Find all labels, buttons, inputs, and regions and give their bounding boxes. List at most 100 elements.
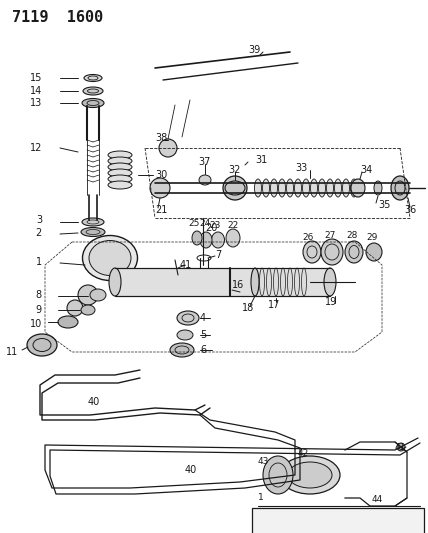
Ellipse shape	[273, 268, 279, 296]
Ellipse shape	[327, 179, 333, 197]
Text: 32: 32	[228, 165, 241, 175]
Ellipse shape	[351, 179, 357, 197]
Text: 13: 13	[30, 98, 42, 108]
Text: 16: 16	[232, 280, 244, 290]
Ellipse shape	[177, 311, 199, 325]
Ellipse shape	[267, 268, 271, 296]
Ellipse shape	[279, 179, 285, 197]
Ellipse shape	[259, 268, 265, 296]
Ellipse shape	[226, 229, 240, 247]
Ellipse shape	[108, 175, 132, 183]
Text: 12: 12	[30, 143, 42, 153]
Ellipse shape	[255, 179, 262, 197]
Ellipse shape	[83, 236, 137, 280]
Text: 41: 41	[180, 260, 192, 270]
Ellipse shape	[335, 179, 342, 197]
Text: 38: 38	[155, 133, 167, 143]
Text: 44: 44	[372, 496, 383, 505]
Ellipse shape	[177, 330, 193, 340]
Text: 10: 10	[30, 319, 42, 329]
Text: 39: 39	[248, 45, 260, 55]
Ellipse shape	[262, 179, 270, 197]
Ellipse shape	[342, 179, 350, 197]
Text: 21: 21	[155, 205, 167, 215]
Ellipse shape	[108, 181, 132, 189]
Ellipse shape	[251, 268, 259, 296]
Circle shape	[78, 285, 98, 305]
Text: 41: 41	[395, 443, 406, 453]
Text: 17: 17	[268, 300, 280, 310]
Text: 42: 42	[298, 448, 309, 457]
Ellipse shape	[366, 243, 382, 261]
Text: 34: 34	[360, 165, 372, 175]
Text: 14: 14	[30, 86, 42, 96]
Circle shape	[223, 176, 247, 200]
Ellipse shape	[288, 268, 292, 296]
Ellipse shape	[310, 179, 318, 197]
Ellipse shape	[324, 268, 336, 296]
Text: 1: 1	[258, 494, 264, 503]
Text: 35: 35	[378, 200, 390, 210]
Text: 7119  1600: 7119 1600	[12, 10, 103, 25]
Ellipse shape	[108, 169, 132, 177]
Ellipse shape	[83, 87, 103, 95]
Text: 20: 20	[205, 223, 217, 233]
Ellipse shape	[82, 99, 104, 108]
Text: 24: 24	[199, 219, 211, 228]
Ellipse shape	[84, 75, 102, 82]
Ellipse shape	[303, 241, 321, 263]
Ellipse shape	[391, 176, 409, 200]
Polygon shape	[115, 268, 330, 296]
Ellipse shape	[109, 268, 121, 296]
Ellipse shape	[294, 179, 301, 197]
Ellipse shape	[170, 343, 194, 357]
Circle shape	[397, 443, 405, 451]
Text: 2: 2	[36, 228, 42, 238]
Ellipse shape	[211, 232, 225, 248]
Text: 25: 25	[188, 219, 200, 228]
Text: 23: 23	[209, 221, 221, 230]
Text: 43: 43	[258, 457, 269, 466]
Ellipse shape	[321, 239, 343, 265]
Ellipse shape	[303, 179, 309, 197]
Text: 3: 3	[36, 215, 42, 225]
Ellipse shape	[108, 157, 132, 165]
Ellipse shape	[82, 218, 104, 226]
Text: 33: 33	[295, 163, 307, 173]
Text: 6: 6	[200, 345, 206, 355]
Ellipse shape	[27, 334, 57, 356]
Text: 36: 36	[404, 205, 416, 215]
Ellipse shape	[108, 151, 132, 159]
Text: 27: 27	[324, 230, 336, 239]
Ellipse shape	[108, 163, 132, 171]
Ellipse shape	[90, 289, 106, 301]
Text: 26: 26	[302, 233, 314, 243]
Text: 40: 40	[88, 397, 100, 407]
Ellipse shape	[192, 231, 202, 245]
Text: 11: 11	[6, 347, 18, 357]
Ellipse shape	[286, 179, 294, 197]
Text: 15: 15	[30, 73, 42, 83]
Text: 8: 8	[36, 290, 42, 300]
Ellipse shape	[374, 181, 382, 195]
Ellipse shape	[81, 228, 105, 237]
Text: 7: 7	[215, 250, 221, 260]
Ellipse shape	[318, 179, 326, 197]
Text: 22: 22	[227, 221, 239, 230]
Ellipse shape	[199, 175, 211, 185]
Text: 28: 28	[346, 231, 358, 240]
Text: 29: 29	[366, 232, 377, 241]
Ellipse shape	[345, 241, 363, 263]
Circle shape	[150, 178, 170, 198]
Circle shape	[159, 139, 177, 157]
Ellipse shape	[288, 462, 332, 488]
Ellipse shape	[200, 232, 212, 248]
Ellipse shape	[81, 305, 95, 315]
Ellipse shape	[280, 456, 340, 494]
Text: 1: 1	[36, 257, 42, 267]
Ellipse shape	[280, 268, 285, 296]
Text: 37: 37	[198, 157, 211, 167]
Ellipse shape	[270, 179, 277, 197]
Text: 40: 40	[185, 465, 197, 475]
Ellipse shape	[263, 456, 293, 494]
